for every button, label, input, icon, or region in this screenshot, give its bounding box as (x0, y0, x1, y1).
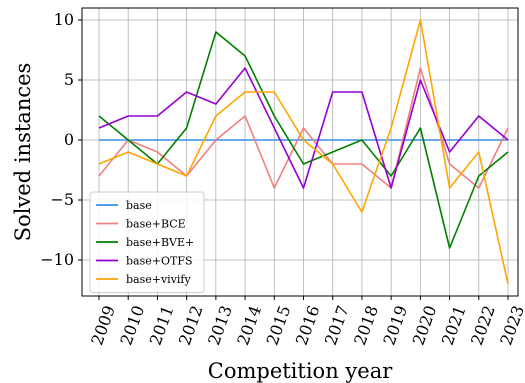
legend-label: base+vivify (126, 273, 192, 286)
x-tick-label: 2016 (292, 303, 324, 348)
x-tick-label: 2012 (175, 303, 207, 348)
series-line-base-vivify (98, 19, 509, 285)
x-tick-label: 2009 (87, 303, 119, 348)
x-tick-label: 2013 (204, 303, 236, 348)
x-tick-label: 2019 (379, 303, 411, 348)
legend-label: base+BCE (126, 218, 186, 231)
legend-box (89, 191, 205, 293)
series-lines (98, 19, 509, 285)
x-tick-label: 2010 (116, 303, 148, 348)
x-tick-label: 2018 (350, 303, 382, 348)
x-tick-label: 2017 (321, 303, 353, 348)
legend-label: base+OTFS (126, 255, 193, 268)
x-tick-label: 2015 (263, 303, 295, 348)
y-tick-label: 10 (54, 10, 74, 29)
legend-label: base+BVE+ (126, 236, 194, 249)
x-tick-label: 2014 (233, 303, 265, 348)
y-tick-label: −10 (40, 250, 74, 269)
y-tick-label: 0 (64, 130, 74, 149)
x-tick-label: 2021 (438, 303, 470, 348)
y-axis-label: Solved instances (11, 63, 35, 242)
plot-frame (81, 7, 519, 297)
y-tick-label: −5 (50, 190, 74, 209)
x-tick-label: 2023 (496, 303, 525, 348)
x-tick-label: 2011 (146, 303, 178, 348)
x-tick-label: 2020 (409, 303, 441, 348)
legend: base base+BCE base+BVE+ base+OTFS base+vivif… (89, 191, 205, 293)
series-line-base-bve- (98, 31, 509, 249)
axis-ticks: 2009201020112012201320142015201620172018… (40, 10, 525, 348)
legend-label: base (126, 199, 152, 212)
x-axis-label: Competition year (208, 359, 393, 383)
x-tick-label: 2022 (467, 303, 499, 348)
y-tick-label: 5 (64, 70, 74, 89)
